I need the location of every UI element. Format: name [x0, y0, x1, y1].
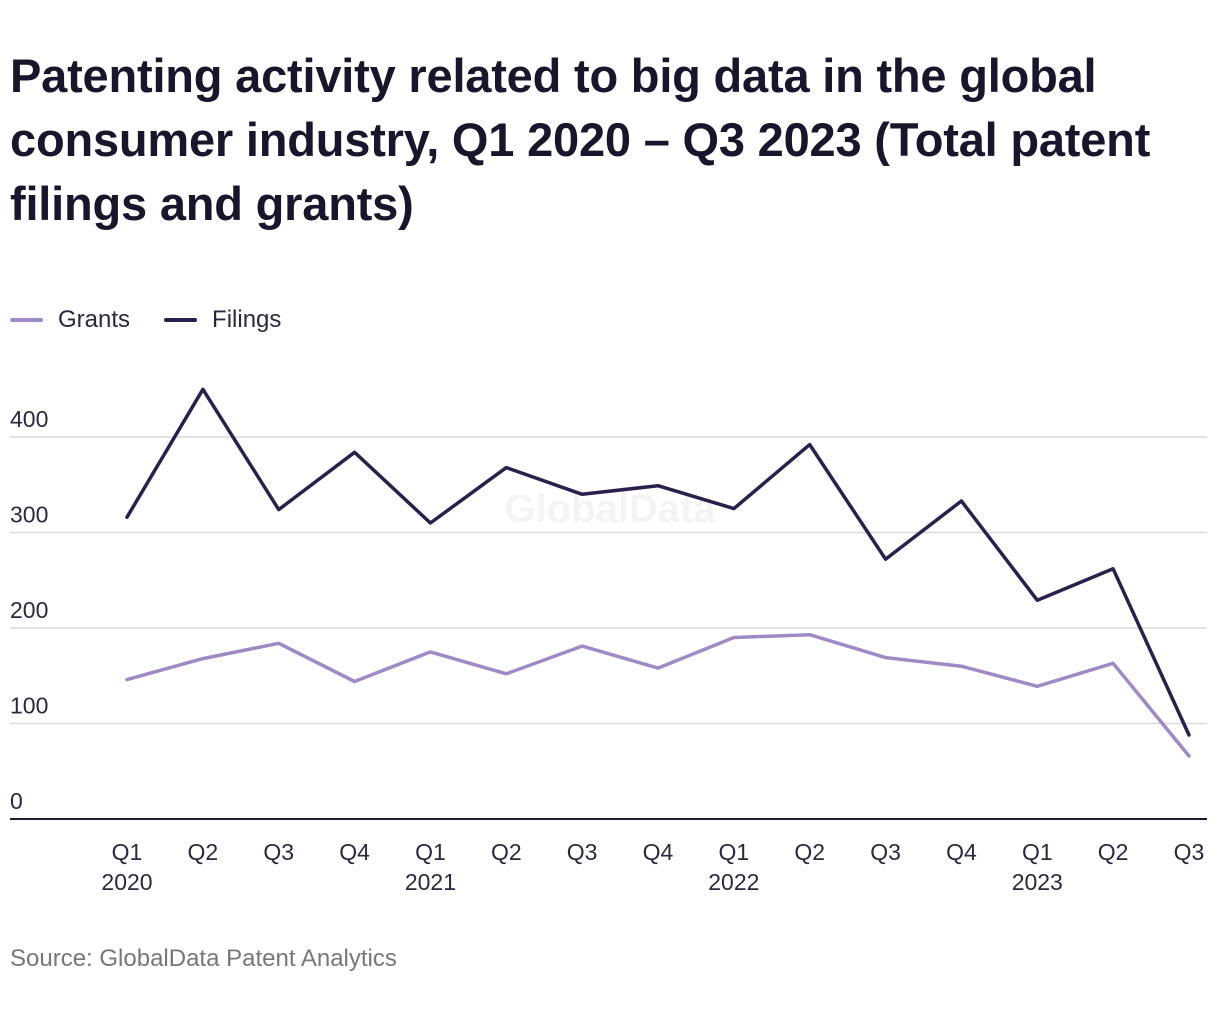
x-tick-label-7: Q4: [643, 839, 674, 865]
x-tick-year-4: 2021: [405, 869, 456, 895]
y-tick-label-300: 300: [10, 502, 48, 528]
y-tick-label-100: 100: [10, 693, 48, 719]
legend-item-grants: Grants: [10, 306, 130, 334]
x-tick-label-14: Q3: [1174, 839, 1205, 865]
x-tick-label-11: Q4: [946, 839, 977, 865]
legend-label-grants: Grants: [58, 306, 131, 333]
x-tick-label-4: Q1: [415, 839, 446, 865]
chart-title: Patenting activity related to big data i…: [10, 49, 1151, 230]
x-tick-label-8: Q1: [719, 839, 750, 865]
legend-label-filings: Filings: [212, 306, 282, 333]
x-tick-label-5: Q2: [491, 839, 522, 865]
x-tick-label-9: Q2: [794, 839, 825, 865]
legend-swatch-grants: [10, 318, 43, 322]
series-line-grants: [125, 632, 1191, 758]
legend-swatch-filings: [164, 318, 198, 322]
x-tick-label-10: Q3: [870, 839, 901, 865]
x-tick-year-8: 2022: [708, 869, 759, 895]
y-tick-label-200: 200: [10, 597, 48, 623]
y-tick-label-0: 0: [10, 788, 23, 814]
source-note: Source: GlobalData Patent Analytics: [10, 945, 397, 972]
x-tick-label-13: Q2: [1098, 839, 1129, 865]
x-tick-year-0: 2020: [101, 869, 152, 895]
x-tick-label-0: Q1: [112, 839, 143, 865]
x-tick-year-12: 2023: [1012, 869, 1063, 895]
x-tick-label-12: Q1: [1022, 839, 1053, 865]
x-tick-label-2: Q3: [263, 839, 294, 865]
chart-legend: Grants Filings: [10, 306, 315, 334]
x-tick-label-3: Q4: [339, 839, 370, 865]
legend-item-filings: Filings: [164, 306, 281, 334]
y-tick-label-400: 400: [10, 406, 48, 432]
x-tick-label-6: Q3: [567, 839, 598, 865]
series-line-filings: [125, 387, 1191, 737]
x-tick-label-1: Q2: [188, 839, 219, 865]
